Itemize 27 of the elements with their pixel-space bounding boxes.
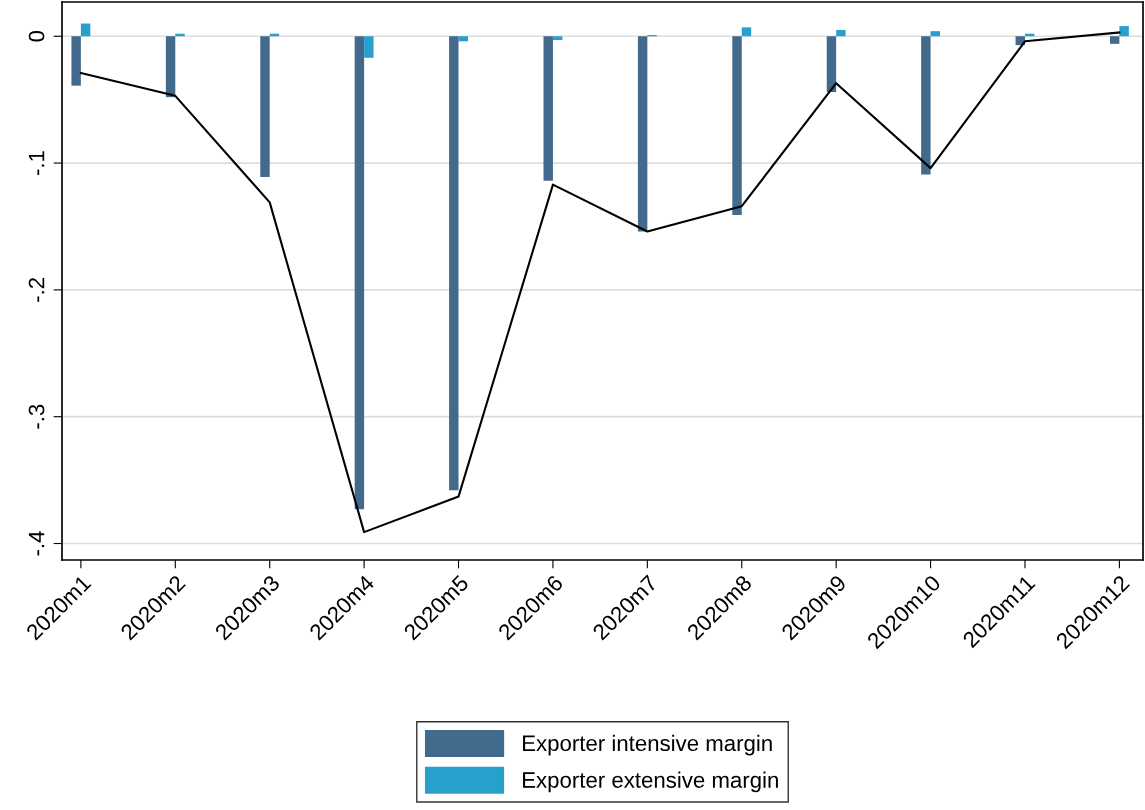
- bar: [364, 36, 374, 58]
- bar: [449, 36, 459, 491]
- bar: [354, 36, 365, 510]
- y-tick-label: 0: [28, 30, 45, 42]
- bar: [921, 36, 931, 175]
- bar: [543, 36, 553, 181]
- legend-label: Exporter intensive margin: [523, 734, 772, 756]
- bar: [165, 36, 176, 98]
- bar: [732, 36, 742, 216]
- bar: [1119, 26, 1129, 37]
- bar: [80, 23, 91, 37]
- bar: [260, 36, 270, 178]
- bar: [930, 31, 941, 37]
- y-tick-label: -.1: [28, 151, 45, 176]
- y-tick-label: -.4: [28, 531, 45, 556]
- bar: [637, 36, 648, 232]
- bar: [458, 36, 468, 42]
- bar: [836, 29, 846, 37]
- legend-label: Exporter extensive margin: [523, 771, 778, 793]
- bar: [1109, 36, 1120, 44]
- bar: [826, 36, 837, 93]
- y-tick-label: -.3: [28, 404, 45, 429]
- bar: [71, 36, 81, 86]
- y-tick-label: -.2: [28, 278, 45, 302]
- bar: [552, 36, 563, 41]
- line-series: [79, 31, 1121, 534]
- bar: [741, 27, 752, 37]
